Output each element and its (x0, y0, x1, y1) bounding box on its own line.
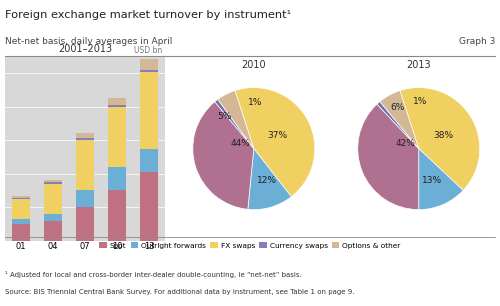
Bar (140, 70, 158, 72)
Text: 38%: 38% (433, 131, 453, 140)
Title: 2001–2013: 2001–2013 (58, 44, 112, 54)
Bar (44, 182, 62, 184)
Bar (108, 167, 126, 190)
Bar (12, 196, 30, 198)
Text: 42%: 42% (396, 139, 415, 148)
Bar (12, 224, 30, 241)
Wedge shape (235, 88, 315, 197)
Bar (44, 184, 62, 214)
Bar (44, 221, 62, 241)
Bar (76, 190, 94, 207)
Bar (108, 107, 126, 167)
Title: 2010: 2010 (242, 60, 266, 70)
Text: 44%: 44% (230, 139, 250, 148)
Wedge shape (377, 102, 418, 149)
Wedge shape (400, 88, 479, 190)
Bar (12, 219, 30, 224)
Bar (108, 105, 126, 107)
Title: 2013: 2013 (406, 60, 431, 70)
Bar (140, 72, 158, 149)
Text: 13%: 13% (422, 176, 442, 185)
Text: 12%: 12% (257, 176, 277, 185)
Bar (76, 207, 94, 241)
Wedge shape (358, 104, 418, 210)
Text: Source: BIS Triennial Central Bank Survey. For additional data by instrument, se: Source: BIS Triennial Central Bank Surve… (5, 289, 354, 295)
Text: ¹ Adjusted for local and cross-border inter-dealer double-counting, ie “net-net”: ¹ Adjusted for local and cross-border in… (5, 271, 302, 278)
Bar (44, 180, 62, 182)
Bar (140, 172, 158, 241)
Wedge shape (218, 91, 254, 149)
Bar (44, 214, 62, 221)
Text: 1%: 1% (248, 98, 262, 107)
Bar (76, 132, 94, 138)
Bar (108, 98, 126, 105)
Text: Foreign exchange market turnover by instrument¹: Foreign exchange market turnover by inst… (5, 10, 291, 20)
Bar (76, 138, 94, 140)
Text: Graph 3: Graph 3 (458, 37, 495, 47)
Bar (140, 149, 158, 172)
Bar (108, 190, 126, 241)
Wedge shape (193, 102, 254, 209)
Bar (12, 199, 30, 219)
Wedge shape (248, 149, 292, 210)
Text: 1%: 1% (413, 96, 427, 106)
Wedge shape (214, 99, 254, 149)
Text: 6%: 6% (391, 103, 405, 112)
Bar (140, 59, 158, 70)
Text: 5%: 5% (218, 112, 232, 121)
Bar (76, 140, 94, 190)
Wedge shape (380, 91, 418, 149)
Legend: Spot, Outright forwards, FX swaps, Currency swaps, Options & other: Spot, Outright forwards, FX swaps, Curre… (96, 239, 404, 252)
Text: Net-net basis, daily averages in April: Net-net basis, daily averages in April (5, 37, 172, 47)
Text: USD bn: USD bn (134, 46, 162, 55)
Wedge shape (418, 149, 463, 210)
Text: 37%: 37% (267, 131, 287, 140)
Bar (12, 198, 30, 199)
